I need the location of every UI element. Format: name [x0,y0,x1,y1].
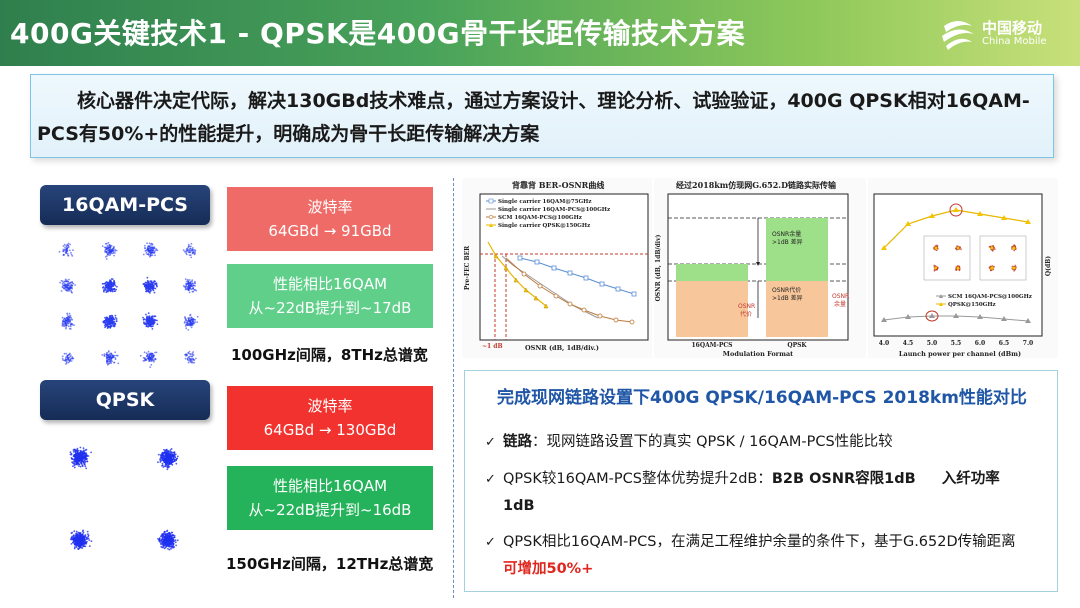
ber-plot-title: 背靠背 BER-OSNR曲线 [512,180,605,190]
card-qpsk-perf-value: 从~22dB提升到~16dB [248,501,412,519]
bar-xlabel: Modulation Format [723,350,793,358]
bar-osnr-right-2: 余量 [834,300,846,308]
check-icon: ✓ [485,472,496,487]
card-qpsk-perf-title: 性能相比16QAM [272,477,388,495]
card-qam-baud-title: 波特率 [307,198,353,216]
summary-item-2-text: QPSK较16QAM-PCS整体优势提升2dB： [503,471,772,487]
summary-item-3-highlight: 可增加50%+ [503,561,594,577]
ber-legend-3: SCM 16QAM-PCS@100GHz [498,214,582,221]
intro-text: 核心器件决定代际，解决130GBd技术难点，通过方案设计、理论分析、试验验证，4… [37,90,1030,145]
ber-ylabel: Pre-FEC BER [464,245,471,290]
ber-osnr-plot: 背靠背 BER-OSNR曲线 Single carrie [462,178,652,358]
china-mobile-logo: 中国移动 China Mobile [938,16,1074,52]
q-xtick-7: 7.0 [1023,340,1033,347]
osnr-bar-plot: 经过2018km仿现网G.652.D链路实际传输 OSNR余量 >1dB 差异 … [654,178,866,358]
q-legend-2: QPSK@150GHz [948,301,996,308]
ber-xlabel: OSNR (dB, 1dB/div.) [525,344,599,352]
ber-legend-1: Single carrier 16QAM@75GHz [498,198,592,205]
q-launch-plot: SCM 16QAM-PCS@100GHz QPSK@150GHz Q(dB) 4… [868,178,1058,358]
check-icon: ✓ [485,535,496,550]
card-qam-perf-value: 从~22dB提升到~17dB [248,299,412,317]
qam-bandwidth-text: 100GHz间隔，8THz总谱宽 [231,346,428,364]
bar-osnr-left-2: 代价 [740,310,752,318]
bar-osnr-right-1: OSNR [832,293,849,300]
q-legend-1: SCM 16QAM-PCS@100GHz [948,293,1032,300]
q-xtick-2: 4.5 [903,340,913,347]
q-plot-svg: SCM 16QAM-PCS@100GHz QPSK@150GHz Q(dB) 4… [873,193,1052,358]
card-qam-perf: 性能相比16QAM 从~22dB提升到~17dB [227,264,433,328]
ber-legend-4: Single carrier QPSK@150GHz [498,222,590,229]
section-divider [453,178,454,598]
card-qam-perf-title: 性能相比16QAM [272,275,388,293]
qpsk-bandwidth-text: 150GHz间隔，12THz总谱宽 [226,555,434,573]
check-icon: ✓ [485,435,496,450]
summary-item-2: ✓ QPSK较16QAM-PCS整体优势提升2dB：B2B OSNR容限1dB 入纤… [485,466,1051,519]
card-qpsk-baud: 波特率 64GBd → 130GBd [227,386,433,450]
slide-title: 400G关键技术1 - QPSK是400G骨干长距传输技术方案 [10,17,746,50]
q-xtick-3: 5.0 [927,340,937,347]
q-xtick-6: 6.5 [999,340,1009,347]
ber-legend-2: Single carrier 16QAM-PCS@100GHz [498,206,610,213]
summary-item-1-bold: 链路 [503,434,532,450]
card-qpsk-baud-value: 64GBd → 130GBd [263,421,397,439]
summary-item-2-bold-1: B2B OSNR容限1dB [771,471,916,487]
constellation-qpsk [69,446,179,551]
bar-osnr-left-1: OSNR [738,303,755,310]
bar-cost-label-2: >1dB 差异 [772,294,803,302]
q-ylabel: Q(dB) [1045,256,1052,276]
constellation-16qam-pcs [58,241,199,368]
title-bar: 400G关键技术1 - QPSK是400G骨干长距传输技术方案 中国移动 Chi… [0,0,1080,66]
summary-item-1-text: ：现网链路设置下的真实 QPSK / 16QAM-PCS性能比较 [532,434,893,450]
china-mobile-logo-icon [942,21,974,50]
bar-cost-label-1: OSNR代价 [772,286,801,294]
ber-annotation: ~1 dB [482,343,503,350]
card-qam-baud-value: 64GBd → 91GBd [268,222,392,240]
summary-item-1: ✓ 链路：现网链路设置下的真实 QPSK / 16QAM-PCS性能比较 [485,429,1051,456]
bar-plot-title: 经过2018km仿现网G.652.D链路实际传输 [676,180,837,190]
label-qpsk: QPSK [40,380,210,420]
bar-plot-svg: OSNR余量 >1dB 差异 OSNR代价 >1dB 差异 OSNR 代价 OS… [655,193,849,358]
card-qpsk-baud-title: 波特率 [307,397,353,415]
bar-category-2: QPSK [787,342,807,349]
ber-plot-svg: Single carrier 16QAM@75GHz Single carrie… [464,193,649,352]
summary-item-2-bold-3: 1dB [503,498,535,514]
bar-margin-label-1: OSNR余量 [772,230,801,238]
q-xtick-1: 4.0 [879,340,889,347]
q-xlabel: Launch power per channel (dBm) [899,350,1021,358]
bar-margin-label-2: >1dB 差异 [772,238,803,246]
logo-en-text: China Mobile [982,36,1047,47]
card-qam-baud: 波特率 64GBd → 91GBd [227,187,433,251]
summary-item-3-text: QPSK相比16QAM-PCS，在满足工程维护余量的条件下，基于G.652D传输… [503,534,1016,550]
label-16qam-pcs: 16QAM-PCS [40,185,210,225]
summary-title: 完成现网链路设置下400G QPSK/16QAM-PCS 2018km性能对比 [497,388,1027,408]
q-xtick-4: 5.5 [951,340,961,347]
bar-category-1: 16QAM-PCS [692,342,733,349]
bar-ylabel: OSNR (dB, 1dB/div) [655,234,662,301]
logo-cn-text: 中国移动 [982,19,1043,37]
card-qpsk-perf: 性能相比16QAM 从~22dB提升到~16dB [227,466,433,530]
summary-item-3: ✓ QPSK相比16QAM-PCS，在满足工程维护余量的条件下，基于G.652D传… [485,529,1051,582]
q-xtick-5: 6.0 [975,340,985,347]
summary-box: 完成现网链路设置下400G QPSK/16QAM-PCS 2018km性能对比 … [464,370,1058,592]
intro-box: 核心器件决定代际，解决130GBd技术难点，通过方案设计、理论分析、试验验证，4… [30,74,1054,158]
summary-item-2-bold-2: 入纤功率 [941,471,1000,487]
